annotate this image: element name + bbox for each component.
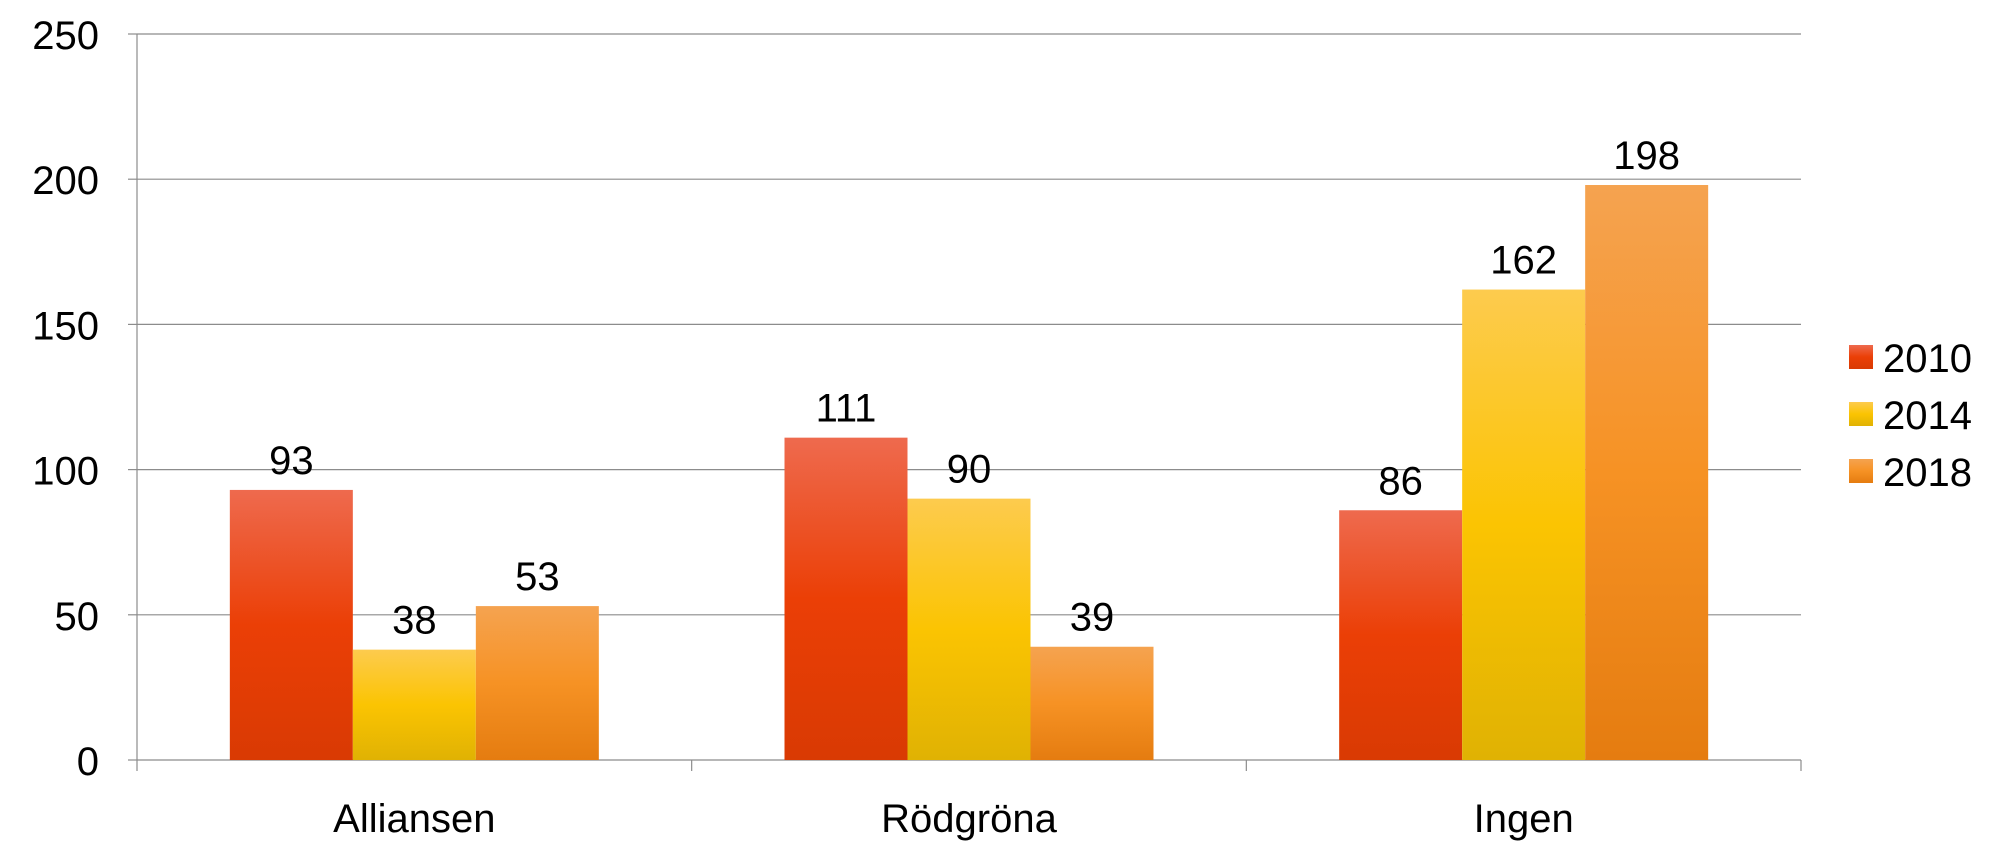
data-label: 198 — [1613, 134, 1680, 178]
y-tick-label: 0 — [77, 740, 99, 784]
data-label: 86 — [1378, 459, 1423, 503]
bar-2014-Ingen — [1462, 289, 1586, 760]
legend-swatch-2014 — [1849, 402, 1873, 426]
data-label: 162 — [1490, 239, 1557, 283]
data-labels: 93 38 53 111 90 39 86 162 198 — [269, 134, 1680, 643]
bar-2014-Alliansen — [352, 649, 476, 760]
data-label: 111 — [816, 387, 877, 431]
y-tick-label: 250 — [32, 14, 99, 58]
y-tick-label: 50 — [55, 595, 100, 639]
bars — [229, 185, 1709, 760]
legend-label-2018: 2018 — [1883, 451, 1972, 495]
x-category-label: Alliansen — [333, 797, 495, 841]
bar-2010-Alliansen — [229, 489, 353, 760]
bar-2018-Rödgröna — [1030, 646, 1154, 760]
data-label: 38 — [392, 599, 437, 643]
legend: 2010 2014 2018 — [1849, 337, 1972, 495]
bar-2018-Ingen — [1585, 185, 1709, 760]
bar-2014-Rödgröna — [907, 498, 1031, 760]
x-category-label: Ingen — [1474, 797, 1574, 841]
data-label: 93 — [269, 439, 314, 483]
y-tick-label: 150 — [32, 304, 99, 348]
legend-swatch-2018 — [1849, 459, 1873, 483]
legend-swatch-2010 — [1849, 345, 1873, 369]
bar-2010-Ingen — [1339, 510, 1463, 760]
data-label: 53 — [515, 555, 560, 599]
legend-label-2014: 2014 — [1883, 394, 1972, 438]
x-category-label: Rödgröna — [881, 797, 1057, 841]
y-tick-label: 200 — [32, 159, 99, 203]
legend-label-2010: 2010 — [1883, 337, 1972, 381]
bar-2010-Rödgröna — [784, 437, 908, 760]
data-label: 39 — [1070, 596, 1115, 640]
bar-2018-Alliansen — [475, 606, 599, 760]
y-tick-label: 100 — [32, 450, 99, 494]
data-label: 90 — [947, 448, 992, 492]
